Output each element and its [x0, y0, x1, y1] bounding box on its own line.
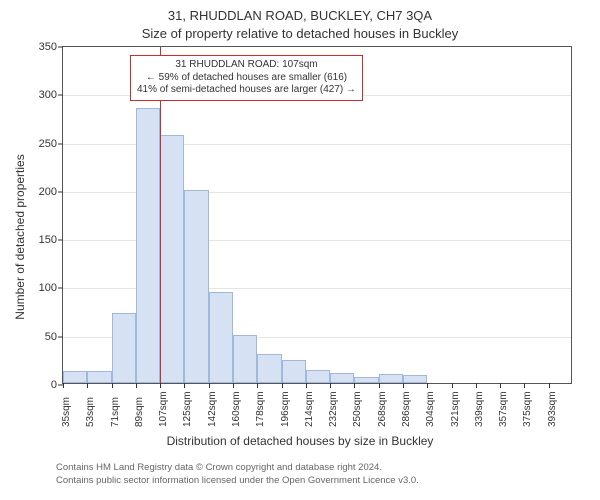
xtick-mark: [354, 383, 355, 388]
xtick-label: 125sqm: [182, 391, 193, 427]
annotation-line-2: ← 59% of detached houses are smaller (61…: [137, 72, 356, 85]
xtick-mark: [403, 383, 404, 388]
histogram-bar: [184, 190, 208, 383]
y-axis-label: Number of detached properties: [13, 127, 27, 347]
xtick-label: 375sqm: [522, 391, 533, 427]
xtick-label: 160sqm: [231, 391, 242, 427]
xtick-mark: [306, 383, 307, 388]
ytick-label: 350: [39, 41, 63, 53]
annotation-box: 31 RHUDDLAN ROAD: 107sqm← 59% of detache…: [130, 55, 363, 101]
xtick-mark: [452, 383, 453, 388]
histogram-bar: [87, 371, 111, 383]
xtick-label: 89sqm: [134, 397, 145, 427]
xtick-mark: [379, 383, 380, 388]
xtick-label: 214sqm: [304, 391, 315, 427]
annotation-line-1: 31 RHUDDLAN ROAD: 107sqm: [137, 59, 356, 72]
x-axis-label: Distribution of detached houses by size …: [0, 434, 600, 448]
xtick-label: 232sqm: [328, 391, 339, 427]
histogram-bar: [330, 373, 354, 383]
xtick-label: 53sqm: [85, 397, 96, 427]
ytick-label: 200: [39, 186, 63, 198]
xtick-label: 196sqm: [280, 391, 291, 427]
chart-plot-area: 05010015020025030035035sqm53sqm71sqm89sq…: [62, 46, 572, 384]
xtick-label: 250sqm: [352, 391, 363, 427]
histogram-bar: [209, 292, 233, 383]
footer-attribution: Contains HM Land Registry data © Crown c…: [56, 462, 419, 488]
ytick-label: 100: [39, 282, 63, 294]
xtick-mark: [524, 383, 525, 388]
xtick-label: 71sqm: [110, 397, 121, 427]
xtick-mark: [330, 383, 331, 388]
xtick-mark: [87, 383, 88, 388]
histogram-bar: [136, 108, 160, 383]
histogram-bar: [63, 371, 87, 383]
annotation-line-3: 41% of semi-detached houses are larger (…: [137, 84, 356, 97]
title-line-2: Size of property relative to detached ho…: [0, 26, 600, 41]
title-line-1: 31, RHUDDLAN ROAD, BUCKLEY, CH7 3QA: [0, 8, 600, 23]
histogram-bar: [257, 354, 281, 383]
xtick-label: 107sqm: [158, 391, 169, 427]
xtick-mark: [136, 383, 137, 388]
xtick-mark: [63, 383, 64, 388]
xtick-mark: [160, 383, 161, 388]
xtick-label: 268sqm: [377, 391, 388, 427]
xtick-label: 321sqm: [450, 391, 461, 427]
footer-line-2: Contains public sector information licen…: [56, 475, 419, 488]
xtick-mark: [427, 383, 428, 388]
xtick-mark: [257, 383, 258, 388]
xtick-label: 393sqm: [547, 391, 558, 427]
xtick-mark: [209, 383, 210, 388]
histogram-bar: [403, 375, 427, 383]
xtick-label: 178sqm: [255, 391, 266, 427]
xtick-label: 35sqm: [61, 397, 72, 427]
xtick-mark: [282, 383, 283, 388]
histogram-bar: [233, 335, 257, 383]
xtick-mark: [184, 383, 185, 388]
xtick-mark: [233, 383, 234, 388]
histogram-bar: [282, 360, 306, 383]
histogram-bar: [160, 135, 184, 383]
xtick-label: 339sqm: [474, 391, 485, 427]
xtick-mark: [549, 383, 550, 388]
xtick-label: 142sqm: [207, 391, 218, 427]
footer-line-1: Contains HM Land Registry data © Crown c…: [56, 462, 419, 475]
ytick-label: 250: [39, 138, 63, 150]
xtick-label: 286sqm: [401, 391, 412, 427]
histogram-bar: [112, 313, 136, 383]
xtick-label: 304sqm: [425, 391, 436, 427]
histogram-bar: [379, 374, 403, 383]
ytick-label: 50: [45, 331, 63, 343]
ytick-label: 0: [51, 379, 63, 391]
xtick-mark: [476, 383, 477, 388]
xtick-mark: [112, 383, 113, 388]
ytick-label: 300: [39, 89, 63, 101]
xtick-mark: [500, 383, 501, 388]
histogram-bar: [354, 377, 378, 383]
histogram-bar: [306, 370, 330, 383]
xtick-label: 357sqm: [498, 391, 509, 427]
ytick-label: 150: [39, 234, 63, 246]
